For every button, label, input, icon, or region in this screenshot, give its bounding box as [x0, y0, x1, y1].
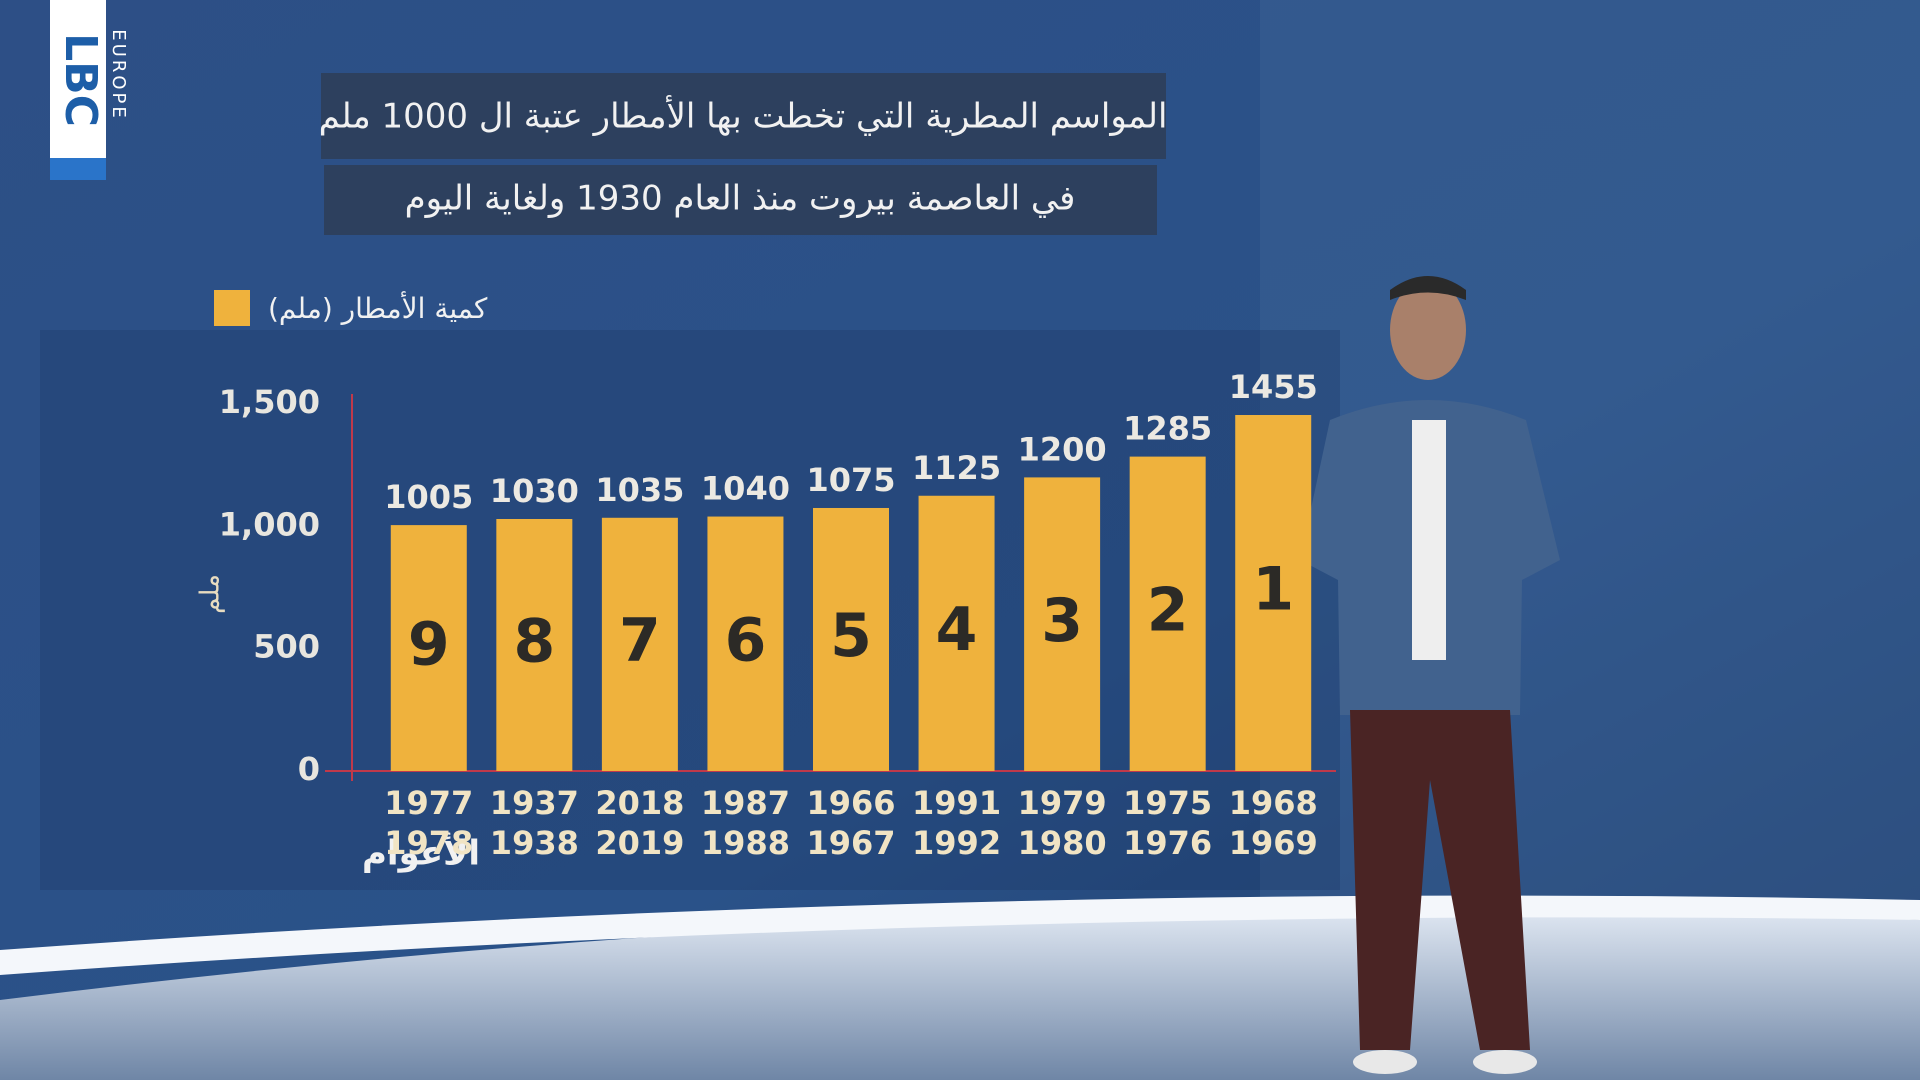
bar: [1129, 456, 1206, 771]
value-label: 1125: [912, 449, 1001, 487]
value-label: 1040: [701, 470, 790, 508]
x-tick-label: 1966: [806, 784, 895, 822]
value-label: 1005: [384, 478, 473, 516]
x-tick-label: 1978: [384, 824, 473, 862]
x-tick-label: 1968: [1229, 784, 1318, 822]
x-tick-label: 1988: [701, 824, 790, 862]
chart-title: المواسم المطرية التي تخطت بها الأمطار عت…: [319, 95, 1168, 137]
value-label: 1285: [1123, 410, 1212, 448]
bar: [813, 507, 889, 771]
x-tick-label: 1979: [1018, 784, 1107, 822]
chart-panel: [40, 330, 1340, 890]
x-tick-label: 1938: [490, 824, 579, 862]
rank-label: 1: [1252, 555, 1294, 625]
logo-stripe: [50, 158, 106, 180]
legend-label: كمية الأمطار (ملم): [268, 290, 488, 325]
x-tick-label: 1992: [912, 824, 1001, 862]
title-box: [321, 73, 1166, 159]
logo-sub: EUROPE: [108, 29, 129, 120]
value-label: 1030: [490, 472, 579, 510]
x-tick-label: 1991: [912, 784, 1001, 822]
rank-label: 5: [830, 601, 872, 671]
chart-subtitle: في العاصمة بيروت منذ العام 1930 ولغاية ا…: [405, 179, 1076, 219]
rank-label: 7: [619, 606, 661, 676]
bar: [918, 495, 995, 771]
bar: [496, 518, 573, 771]
x-tick-label: 1980: [1018, 824, 1107, 862]
y-tick-label: 500: [253, 628, 320, 666]
bar: [1235, 415, 1312, 771]
value-label: 1455: [1229, 368, 1318, 406]
presenter: [1300, 276, 1560, 1074]
rank-label: 3: [1041, 586, 1083, 656]
y-tick-label: 0: [298, 750, 320, 788]
bar: [1024, 477, 1101, 771]
x-tick-label: 2018: [595, 784, 684, 822]
legend-swatch: [214, 290, 250, 326]
logo-main: LBC: [55, 33, 106, 127]
rank-label: 6: [725, 605, 767, 675]
bar: [601, 517, 678, 771]
y-tick-label: 1,000: [219, 505, 320, 543]
x-tick-label: 1987: [701, 784, 790, 822]
x-tick-label: 1975: [1123, 784, 1212, 822]
x-tick-label: 1937: [490, 784, 579, 822]
subtitle-box: [324, 165, 1157, 235]
studio-floor: [0, 910, 1920, 1080]
rank-label: 4: [936, 595, 978, 665]
value-label: 1035: [595, 471, 684, 509]
y-axis-label: ملم: [196, 574, 226, 614]
x-tick-label: 1967: [806, 824, 895, 862]
value-label: 1075: [806, 461, 895, 499]
x-tick-label: 1969: [1229, 824, 1318, 862]
rank-label: 2: [1147, 575, 1189, 645]
x-tick-label: 1977: [384, 784, 473, 822]
rank-label: 8: [513, 607, 555, 677]
bar: [390, 525, 467, 771]
floor-light: [0, 895, 1920, 975]
x-axis-label: الأعوام: [362, 832, 480, 874]
logo-box: [50, 0, 106, 180]
x-tick-label: 2019: [595, 824, 684, 862]
y-tick-label: 1,500: [219, 383, 320, 421]
value-label: 1200: [1018, 430, 1107, 468]
rank-label: 9: [408, 610, 450, 680]
bar: [707, 516, 784, 771]
x-tick-label: 1976: [1123, 824, 1212, 862]
